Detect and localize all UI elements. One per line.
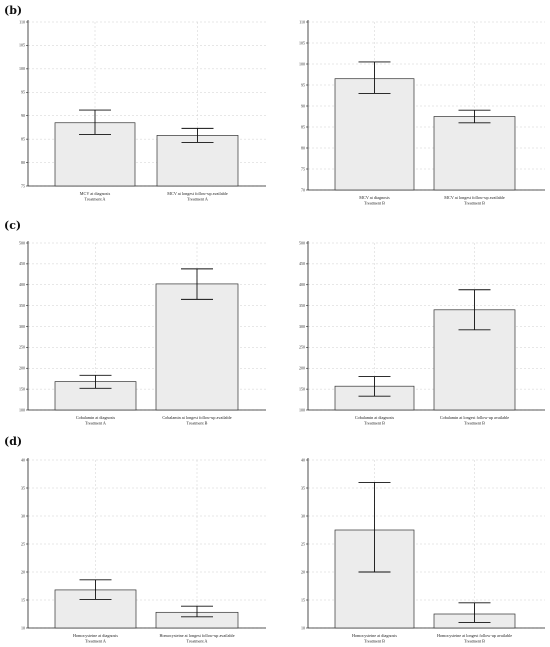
y-tick-label: 20 <box>301 569 305 574</box>
y-tick-label: 85 <box>301 124 305 129</box>
y-tick-label: 250 <box>299 345 305 350</box>
y-tick-label: 10 <box>21 625 25 630</box>
y-tick-label: 300 <box>299 324 305 329</box>
category-label: Cobalamin at diagnosis <box>355 415 395 420</box>
category-label: Homocysteine at diagnosis <box>73 633 118 638</box>
y-tick-label: 35 <box>21 485 25 490</box>
y-tick-label: 100 <box>299 407 305 412</box>
y-tick-label: 40 <box>301 457 305 462</box>
y-tick-label: 350 <box>19 303 25 308</box>
bar <box>155 283 239 411</box>
y-tick-label: 110 <box>19 19 25 24</box>
y-tick-label: 90 <box>21 113 25 118</box>
category-label: Cobalamin at diagnosis <box>76 415 116 420</box>
y-tick-label: 25 <box>301 541 305 546</box>
y-tick-label: 25 <box>21 541 25 546</box>
y-tick-label: 200 <box>299 366 305 371</box>
y-tick-label: 15 <box>301 597 305 602</box>
category-label: Treatment A <box>85 197 106 202</box>
y-tick-label: 95 <box>301 82 305 87</box>
category-label: Treatment B <box>364 421 385 426</box>
category-label: Homocysteine at diagnosis <box>352 633 397 638</box>
y-tick-label: 400 <box>299 282 305 287</box>
category-label: Treatment A <box>85 421 106 426</box>
y-tick-label: 250 <box>19 345 25 350</box>
category-label: MCV at diagnosis <box>80 191 111 196</box>
y-tick-label: 70 <box>301 187 305 192</box>
bar <box>433 116 516 191</box>
y-tick-label: 500 <box>299 240 305 245</box>
category-label: Treatment A <box>187 197 208 202</box>
category-label: Treatment B <box>464 201 485 206</box>
y-tick-label: 75 <box>21 183 25 188</box>
y-tick-label: 105 <box>19 43 25 48</box>
y-tick-label: 95 <box>21 90 25 95</box>
category-label: Treatment B <box>464 639 485 644</box>
y-tick-label: 200 <box>19 366 25 371</box>
category-label: MCV at longest follow-up available <box>167 191 228 196</box>
y-tick-label: 450 <box>19 261 25 266</box>
category-label: Treatment B <box>364 201 385 206</box>
bar <box>334 78 415 191</box>
category-label: Treatment B <box>364 639 385 644</box>
category-label: Homocysteine at longest follow-up availa… <box>159 633 234 638</box>
y-tick-label: 40 <box>21 457 25 462</box>
category-label: MCV at longest follow-up available <box>444 195 505 200</box>
panel-label-b: (b) <box>4 4 23 17</box>
y-tick-label: 400 <box>19 282 25 287</box>
y-tick-label: 500 <box>19 240 25 245</box>
category-label: Homocysteine at longest follow-up availa… <box>437 633 512 638</box>
y-tick-label: 80 <box>21 160 25 165</box>
y-tick-label: 300 <box>19 324 25 329</box>
y-tick-label: 15 <box>21 597 25 602</box>
y-tick-label: 150 <box>299 386 305 391</box>
y-tick-label: 85 <box>21 136 25 141</box>
y-tick-label: 30 <box>21 513 25 518</box>
y-tick-label: 150 <box>19 386 25 391</box>
y-tick-label: 450 <box>299 261 305 266</box>
y-tick-label: 35 <box>301 485 305 490</box>
y-tick-label: 90 <box>301 103 305 108</box>
category-label: Cobalamin at longest follow-up available <box>440 415 509 420</box>
panel-label-c: (c) <box>4 219 22 232</box>
y-tick-label: 20 <box>21 569 25 574</box>
y-tick-label: 10 <box>301 625 305 630</box>
y-tick-label: 100 <box>299 61 305 66</box>
category-label: Treatment A <box>85 639 106 644</box>
panel-label-d: (d) <box>4 435 23 448</box>
y-tick-label: 110 <box>299 19 305 24</box>
bar <box>54 589 137 629</box>
y-tick-label: 100 <box>19 66 25 71</box>
category-label: Treatment A <box>187 639 208 644</box>
y-tick-label: 100 <box>19 407 25 412</box>
y-tick-label: 350 <box>299 303 305 308</box>
y-tick-label: 75 <box>301 166 305 171</box>
category-label: Treatment B <box>187 421 208 426</box>
category-label: MCV at diagnosis <box>359 195 390 200</box>
bar <box>156 135 239 187</box>
y-tick-label: 105 <box>299 40 305 45</box>
y-tick-label: 80 <box>301 145 305 150</box>
category-label: Treatment B <box>464 421 485 426</box>
y-tick-label: 30 <box>301 513 305 518</box>
category-label: Cobalamin at longest follow-up available <box>162 415 231 420</box>
